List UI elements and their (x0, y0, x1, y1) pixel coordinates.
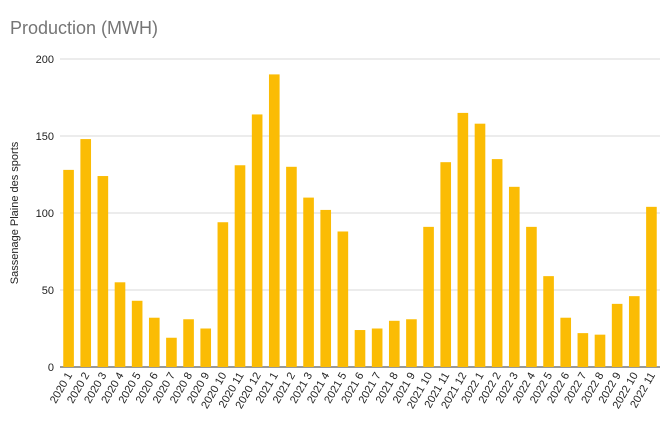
bar (388, 320, 400, 367)
bar (320, 209, 332, 367)
y-tick-label: 100 (36, 208, 54, 220)
bar (63, 169, 74, 367)
bar (423, 226, 434, 367)
bar (234, 165, 246, 367)
bar (251, 114, 263, 367)
y-tick-label: 150 (36, 131, 54, 143)
bar (217, 222, 229, 367)
bar (406, 319, 417, 367)
bar (371, 328, 383, 367)
bar (166, 337, 177, 367)
bar (114, 282, 126, 367)
bar (474, 123, 486, 368)
y-axis-label: Sassenage Plaine des sports (9, 141, 21, 284)
bar (183, 319, 194, 367)
bar (286, 166, 297, 367)
bar (560, 317, 572, 367)
bar (354, 330, 366, 367)
bar (577, 333, 589, 367)
y-tick-label: 200 (36, 54, 54, 66)
bar (131, 300, 143, 367)
bar (543, 276, 554, 367)
bar (148, 317, 160, 367)
bar (594, 334, 606, 367)
bar (200, 328, 212, 367)
bar (268, 74, 280, 368)
bar (457, 112, 469, 368)
chart-title: Production (MWH) (10, 18, 159, 38)
bar (508, 186, 520, 367)
bar (611, 303, 623, 367)
bar (526, 226, 537, 367)
bar (80, 139, 92, 367)
bar (440, 162, 452, 367)
bar (628, 296, 640, 367)
bar (646, 206, 657, 367)
bar (97, 176, 109, 367)
bar (337, 231, 349, 367)
bar (491, 159, 503, 367)
y-tick-label: 50 (42, 285, 54, 297)
y-tick-label: 0 (48, 362, 54, 374)
bar (303, 197, 314, 367)
